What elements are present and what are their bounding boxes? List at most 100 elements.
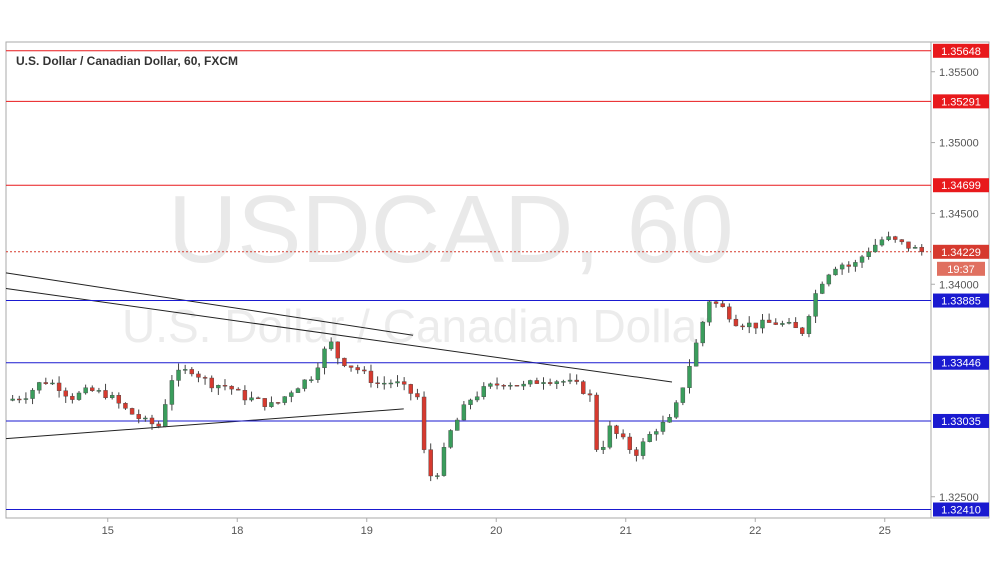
candle-body	[747, 322, 752, 328]
candle-body	[607, 425, 613, 448]
current-price-tag	[933, 244, 989, 259]
candle-body	[693, 342, 699, 367]
candle-body	[455, 419, 460, 431]
candle-body	[766, 319, 772, 323]
x-tick-label: 15	[102, 525, 114, 537]
candle-body	[163, 404, 168, 427]
candle-body	[554, 381, 559, 384]
candle-body	[388, 382, 394, 385]
candle-body	[494, 383, 500, 386]
y-tick-label: 1.34000	[939, 279, 979, 291]
trendline-3	[5, 408, 404, 440]
candle-body	[713, 301, 719, 304]
candle-body	[196, 373, 201, 378]
candle-body	[826, 274, 832, 285]
candle-body	[302, 379, 307, 389]
trendline-1	[5, 272, 414, 336]
candle-body	[176, 369, 181, 381]
candle-body	[839, 264, 845, 270]
watermark-description: U.S. Dollar / Canadian Dollar	[122, 300, 713, 352]
level-tag-label: 1.35291	[941, 96, 981, 108]
candle-body	[912, 247, 918, 249]
candle-body	[10, 398, 15, 401]
candle-body	[275, 402, 281, 404]
candle-body	[83, 387, 88, 394]
candle-body	[242, 390, 248, 401]
candle-body	[680, 387, 686, 403]
candle-body	[309, 379, 314, 381]
candle-body	[17, 398, 22, 401]
price-axis: 1.35500 1.35000 1.34500 1.34000 1.32500	[931, 67, 979, 504]
candle-body	[793, 321, 798, 329]
candle-body	[501, 385, 506, 387]
candle-body	[700, 321, 705, 344]
level-tag-1.33885	[933, 293, 989, 308]
candle-body	[707, 301, 712, 323]
plot-area	[5, 41, 932, 519]
candle-body	[581, 381, 586, 394]
candle-body	[249, 397, 254, 401]
candle-body	[401, 381, 407, 385]
countdown-label: 19:37	[947, 264, 975, 276]
candle-body	[169, 380, 175, 405]
candle-body	[421, 396, 427, 450]
candle-body	[720, 303, 725, 308]
level-tag-label: 1.33035	[941, 416, 981, 428]
candle-body	[448, 430, 453, 448]
y-tick-label: 1.32500	[939, 492, 979, 504]
candle-body	[654, 431, 659, 435]
candle-body	[209, 377, 214, 389]
candle-body	[222, 385, 228, 387]
candle-body	[514, 385, 520, 387]
candle-body	[289, 392, 294, 397]
candle-body	[786, 321, 792, 324]
level-tag-1.32410	[933, 502, 989, 517]
candle-body	[282, 396, 287, 403]
candle-body	[129, 408, 135, 415]
level-tag-label: 1.32410	[941, 505, 981, 517]
x-tick-label: 18	[231, 525, 243, 537]
candle-body	[149, 417, 155, 425]
candle-body	[23, 398, 29, 400]
candlesticks	[10, 231, 924, 482]
candle-body	[813, 293, 818, 317]
candle-body	[216, 385, 221, 389]
candle-body	[182, 369, 188, 371]
candle-body	[866, 251, 871, 257]
level-tag-label: 1.35648	[941, 46, 981, 58]
candle-body	[382, 382, 387, 385]
candle-body	[295, 388, 301, 393]
y-tick-label: 1.34500	[939, 208, 979, 220]
candle-body	[362, 369, 367, 372]
x-tick-label: 19	[361, 525, 373, 537]
candle-body	[879, 239, 885, 246]
price-axis-panel	[930, 41, 990, 519]
candle-body	[561, 381, 566, 383]
candle-body	[96, 390, 102, 392]
countdown-tag	[937, 261, 985, 276]
candle-body	[587, 393, 593, 396]
candle-body	[899, 239, 905, 243]
candle-body	[660, 422, 666, 432]
candle-body	[143, 417, 148, 420]
candle-body	[627, 436, 632, 450]
candle-body	[574, 379, 579, 382]
candle-body	[109, 395, 115, 399]
candle-body	[534, 380, 540, 384]
price-tags: 1.35648 1.35291 1.34699 1.33885 1.33446 1.330…	[933, 43, 989, 517]
candle-body	[30, 389, 35, 399]
candle-body	[727, 306, 732, 320]
candle-body	[594, 394, 599, 450]
level-tag-label: 1.34699	[941, 180, 981, 192]
candle-body	[255, 397, 261, 399]
candle-body	[474, 396, 480, 401]
candle-body	[70, 395, 75, 400]
y-tick-label: 1.35000	[939, 138, 979, 150]
y-tick-label: 1.35500	[939, 67, 979, 79]
candle-body	[468, 399, 473, 405]
candle-body	[315, 367, 321, 380]
candle-body	[859, 256, 865, 263]
candle-body	[408, 384, 413, 394]
candle-body	[620, 433, 626, 438]
